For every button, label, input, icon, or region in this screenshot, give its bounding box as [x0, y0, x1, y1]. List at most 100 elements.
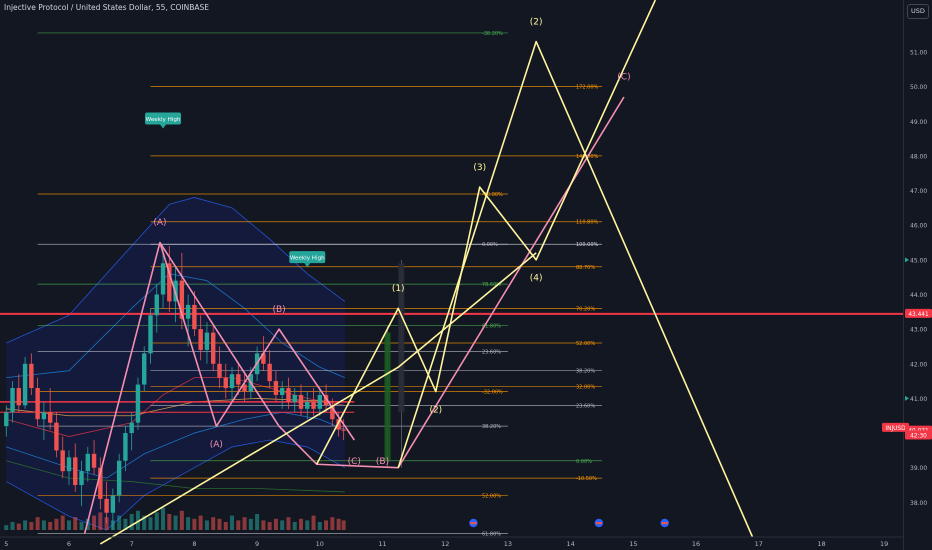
volume-bar — [267, 522, 272, 530]
fib-level-label: -38.20% — [482, 31, 503, 37]
wave-label: (B) — [272, 305, 285, 315]
wave-label: (B) — [376, 457, 389, 467]
candle-body — [211, 332, 216, 364]
candle-body — [4, 412, 9, 427]
candle-body — [317, 394, 323, 409]
volume-bar — [92, 515, 97, 530]
volume-bar — [286, 517, 291, 530]
volume-bar — [273, 518, 278, 530]
volume-bar — [104, 517, 109, 530]
volume-bar — [261, 520, 266, 530]
volume-bar — [35, 517, 40, 530]
volume-bar — [324, 520, 329, 530]
volume-bar — [60, 515, 65, 530]
band-fill — [6, 197, 345, 531]
volume-bar — [223, 522, 228, 530]
fib-level-label: 100.00% — [576, 242, 598, 248]
fib-level-label: 0.00% — [482, 242, 498, 248]
weekly-high-label: Weekly High — [290, 256, 325, 262]
x-tick-label: 18 — [817, 540, 825, 548]
indicator-band-2 — [6, 273, 346, 379]
candle-body — [204, 332, 210, 350]
fib-level-label: 23.60% — [482, 350, 501, 356]
candle-body — [54, 422, 59, 451]
volume-bar — [341, 520, 346, 530]
volume-bar — [242, 517, 247, 530]
volume-bar — [230, 515, 235, 530]
fib-level-label: 52.00% — [576, 341, 595, 347]
candle-body — [292, 394, 297, 402]
volume-bar — [311, 515, 316, 530]
volume-bar — [129, 514, 134, 530]
fib-level-label: -10.00% — [482, 192, 503, 198]
volume-bar — [280, 520, 285, 530]
elliott-wave-line — [315, 0, 657, 465]
volume-bar — [255, 514, 260, 530]
candle-body — [66, 457, 72, 472]
fib-level-label: 61.80% — [482, 532, 501, 538]
volume-bar — [16, 523, 21, 530]
x-tick-label: 11 — [378, 540, 386, 548]
x-tick-label: 8 — [192, 540, 196, 548]
weekly-high-badge — [289, 251, 326, 264]
candle-body — [22, 363, 28, 406]
indicator-band-6 — [6, 398, 345, 417]
volume-bar — [23, 520, 28, 530]
volume-bar — [79, 522, 84, 530]
wave-label: (C) — [617, 73, 630, 83]
candle-body — [29, 363, 34, 389]
volume-bar — [73, 517, 78, 530]
projection-bar — [398, 263, 405, 413]
candle-body — [160, 263, 166, 295]
volume-bar — [192, 518, 197, 530]
event-flag-stripe — [595, 522, 602, 525]
candle-body — [273, 381, 279, 395]
volume-bar — [336, 518, 341, 530]
volume-bar — [98, 512, 103, 530]
event-flag-stripe — [661, 522, 668, 525]
candle-body — [35, 388, 40, 420]
event-flag-icon — [469, 518, 478, 528]
volume-bar — [154, 512, 159, 530]
x-tick-label: 14 — [567, 540, 575, 548]
volume-bar — [204, 520, 209, 530]
fib-level-label: 88.70% — [576, 265, 595, 271]
candle-body — [298, 394, 304, 409]
candle-body — [179, 280, 185, 319]
candle-body — [330, 405, 335, 420]
price-axis[interactable] — [903, 0, 932, 550]
event-flag-stripe — [470, 522, 477, 525]
candle-body — [185, 304, 191, 319]
fib-level-label: 78.60% — [482, 282, 501, 288]
candle-body — [47, 412, 53, 423]
projection-bar — [384, 332, 391, 461]
fib-level-label: 110.80% — [576, 220, 598, 226]
volume-bar — [292, 522, 297, 530]
chart-title: Injective Protocol / United States Dolla… — [4, 3, 209, 12]
x-tick-label: 7 — [130, 540, 134, 548]
fib-level-label: 52.00% — [482, 493, 501, 499]
wave-label: (2) — [429, 405, 442, 415]
candle-body — [73, 457, 78, 486]
candle-body — [123, 433, 128, 461]
volume-bar — [117, 515, 122, 530]
candle-body — [91, 453, 97, 468]
candle-body — [10, 388, 15, 413]
volume-bar — [66, 520, 71, 530]
x-tick-label: 17 — [755, 540, 763, 548]
volume-bar — [173, 515, 178, 530]
candle-body — [41, 412, 47, 420]
currency-badge[interactable]: USD — [907, 4, 929, 19]
x-tick-label: 10 — [316, 540, 324, 548]
indicator-band-1 — [6, 439, 346, 531]
candle-body — [286, 388, 291, 402]
volume-bar — [317, 522, 322, 530]
candle-body — [167, 263, 172, 302]
x-tick-label: 19 — [880, 540, 888, 548]
event-flag-icon — [660, 518, 669, 528]
fib-level-label: 0.00% — [576, 459, 592, 465]
volume-bar — [330, 517, 335, 530]
x-tick-label: 9 — [255, 540, 259, 548]
